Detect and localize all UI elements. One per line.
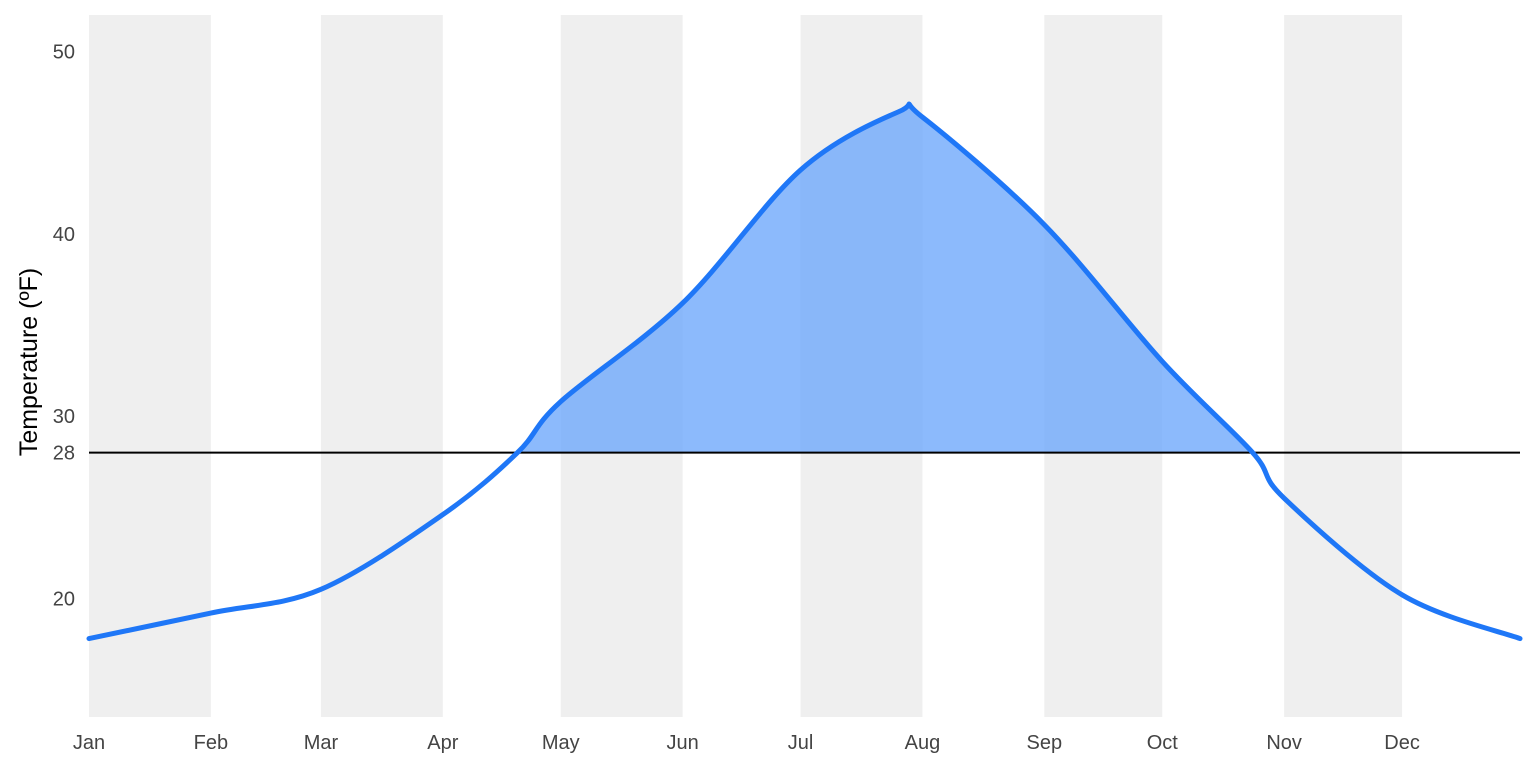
y-tick-label-30: 30 [53, 406, 75, 428]
y-axis-label: Temperature (ºF) [15, 268, 43, 456]
x-tick-label-may: May [542, 732, 580, 754]
x-tick-label-sep: Sep [1027, 732, 1063, 754]
month-band-mar [320, 15, 443, 717]
x-tick-label-dec: Dec [1384, 732, 1420, 754]
x-tick-label-feb: Feb [194, 732, 228, 754]
y-tick-label-50: 50 [53, 41, 75, 63]
temperature-line [86, 101, 1523, 642]
above-threshold-fill [89, 104, 1520, 453]
x-axis-ticks: Jan Feb Mar Apr May Jun Jul Aug Sep Oct Nov Dec [73, 732, 1420, 754]
x-tick-label-jul: Jul [788, 732, 814, 754]
month-band-nov [1284, 15, 1403, 717]
x-tick-label-aug: Aug [905, 732, 941, 754]
x-tick-label-apr: Apr [427, 732, 458, 754]
x-tick-label-mar: Mar [304, 732, 339, 754]
x-tick-label-jan: Jan [73, 732, 105, 754]
y-axis-ticks: 20 28 30 40 50 [53, 41, 75, 610]
y-tick-label-20: 20 [53, 588, 75, 610]
y-tick-label-40: 40 [53, 224, 75, 246]
y-tick-label-28: 28 [53, 443, 75, 465]
x-tick-label-nov: Nov [1266, 732, 1302, 754]
month-band-jan [89, 15, 211, 717]
x-tick-label-oct: Oct [1147, 732, 1179, 754]
x-tick-label-jun: Jun [667, 732, 699, 754]
